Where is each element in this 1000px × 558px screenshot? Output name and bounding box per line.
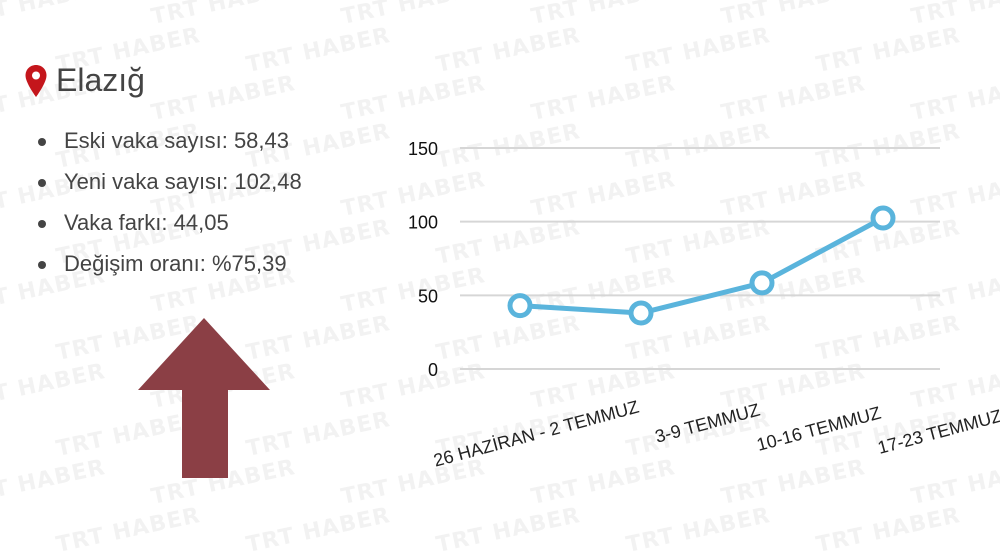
data-point bbox=[507, 293, 533, 319]
location-header: Elazığ bbox=[24, 62, 145, 99]
data-point bbox=[628, 300, 654, 326]
x-tick-label: 26 HAZİRAN - 2 TEMMUZ bbox=[431, 397, 641, 471]
stat-old-cases: Eski vaka sayısı: 58,43 bbox=[38, 120, 302, 161]
arrow-up-icon bbox=[138, 318, 270, 478]
x-tick-label: 17-23 TEMMUZ bbox=[876, 406, 1000, 458]
location-name: Elazığ bbox=[56, 62, 145, 98]
y-tick-label: 100 bbox=[408, 213, 438, 233]
map-pin-icon bbox=[25, 64, 47, 97]
y-tick-label: 0 bbox=[428, 360, 438, 380]
stat-difference: Vaka farkı: 44,05 bbox=[38, 202, 302, 243]
stats-list: Eski vaka sayısı: 58,43 Yeni vaka sayısı… bbox=[24, 120, 302, 284]
x-tick-label: 3-9 TEMMUZ bbox=[653, 400, 762, 447]
y-tick-label: 150 bbox=[408, 139, 438, 159]
data-point bbox=[870, 205, 896, 231]
x-tick-label: 10-16 TEMMUZ bbox=[755, 403, 884, 455]
data-point bbox=[749, 270, 775, 296]
stat-new-cases: Yeni vaka sayısı: 102,48 bbox=[38, 161, 302, 202]
stat-change-rate: Değişim oranı: %75,39 bbox=[38, 243, 302, 284]
data-line bbox=[519, 215, 885, 316]
y-tick-label: 50 bbox=[418, 286, 438, 306]
